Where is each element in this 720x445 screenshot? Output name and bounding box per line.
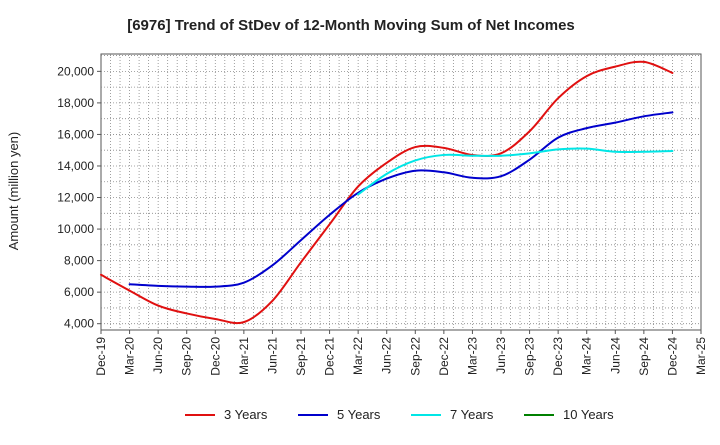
x-tick-label: Sep-23 [523,337,537,376]
y-tick-label: 10,000 [57,222,94,236]
x-tick-label: Dec-21 [323,337,337,376]
x-axis-ticks: Dec-19 Mar-20 Jun-20 Sep-20 Dec-20 Mar-21 Jun-… [94,330,708,376]
x-tick-label: Dec-20 [208,337,222,376]
series-line-5-years [128,111,674,288]
y-axis-ticks: 4,000 6,000 8,000 10,000 12,000 14,000 16,000 1… [57,64,101,331]
series-line-7-years [357,147,674,196]
x-tick-label: Jun-24 [608,337,622,374]
y-tick-label: 12,000 [57,191,94,205]
x-tick-label: Sep-21 [294,337,308,376]
x-tick-label: Mar-20 [123,337,137,375]
y-tick-label: 18,000 [57,96,94,110]
series-lines [100,60,674,325]
grid-lines [101,54,701,330]
x-tick-label: Sep-24 [637,337,651,376]
legend-label: 7 Years [450,407,494,422]
x-tick-label: Mar-25 [694,337,708,375]
x-tick-label: Dec-23 [551,337,565,376]
x-tick-label: Sep-22 [408,337,422,376]
x-tick-label: Mar-24 [580,337,594,375]
x-tick-label: Dec-19 [94,337,108,376]
legend-label: 3 Years [224,407,268,422]
chart-title: [6976] Trend of StDev of 12-Month Moving… [127,17,575,34]
x-tick-label: Jun-22 [380,337,394,374]
y-tick-label: 8,000 [64,254,94,268]
plot-area [100,53,702,331]
series-line-3-years [100,60,674,325]
x-tick-label: Mar-21 [237,337,251,375]
y-tick-label: 6,000 [64,285,94,299]
x-tick-label: Dec-22 [437,337,451,376]
legend: 3 Years 5 Years 7 Years 10 Years [185,407,614,422]
x-tick-label: Jun-21 [265,337,279,374]
x-tick-label: Dec-24 [665,337,679,376]
y-tick-label: 20,000 [57,64,94,78]
x-tick-label: Jun-20 [151,337,165,374]
legend-label: 5 Years [337,407,381,422]
x-tick-label: Sep-20 [180,337,194,376]
y-tick-label: 16,000 [57,127,94,141]
legend-label: 10 Years [563,407,614,422]
y-tick-label: 14,000 [57,159,94,173]
y-axis-label: Amount (million yen) [6,132,21,251]
x-tick-label: Mar-23 [465,337,479,375]
y-tick-label: 4,000 [64,317,94,331]
x-tick-label: Jun-23 [494,337,508,374]
x-tick-label: Mar-22 [351,337,365,375]
